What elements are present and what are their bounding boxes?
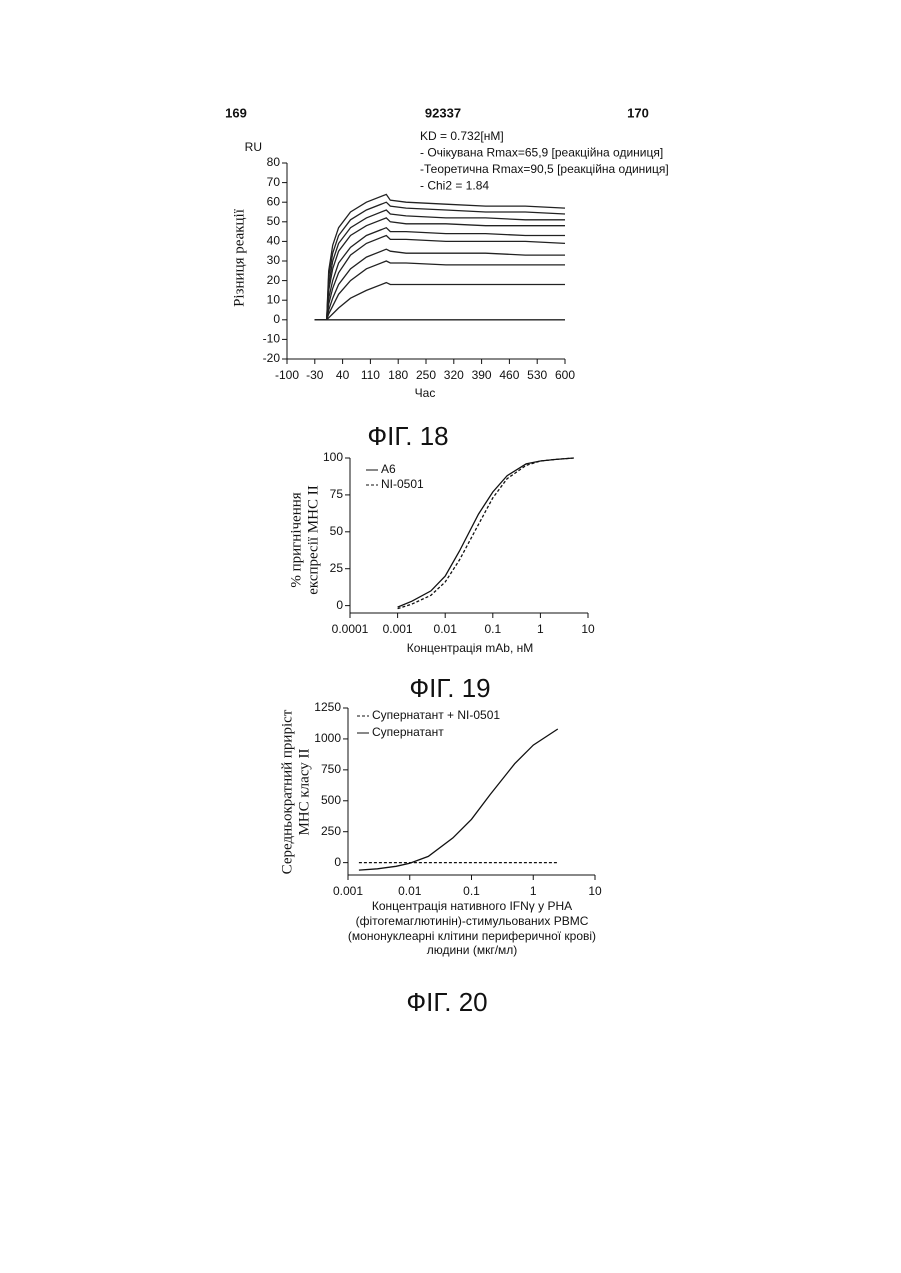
y-axis-label: Середньократний приріст (279, 709, 295, 874)
x-tick-label: 0.1 (463, 884, 480, 898)
annotation: - Очікувана Rmax=65,9 [реакційна одиниця… (420, 146, 663, 160)
y-tick-label: 750 (321, 762, 341, 776)
x-axis-label: (мононуклеарні клітини периферичної кров… (348, 929, 596, 943)
x-tick-label: 110 (361, 368, 380, 382)
y-tick-label: 100 (323, 450, 343, 464)
x-tick-label: 250 (416, 368, 436, 382)
x-tick-label: 530 (527, 368, 547, 382)
series-line (315, 236, 565, 320)
series-line (398, 458, 574, 609)
page-number: 169 (225, 105, 247, 120)
y-tick-label: 50 (267, 214, 281, 228)
series-line (398, 458, 574, 607)
x-axis-label: (фітогемаглютинін)-стимульованих PBMC (356, 914, 589, 928)
y-axis-label: експресії МНС ІІ (305, 485, 321, 594)
series-line (315, 261, 565, 320)
x-tick-label: 0.0001 (332, 622, 369, 636)
x-tick-label: 460 (499, 368, 519, 382)
x-tick-label: 0.001 (333, 884, 363, 898)
x-tick-label: 10 (588, 884, 602, 898)
y-tick-label: 40 (267, 234, 281, 248)
y-tick-label: 60 (267, 194, 281, 208)
y-tick-label: 20 (267, 273, 281, 287)
x-tick-label: 320 (444, 368, 464, 382)
x-axis-label: Час (415, 386, 436, 400)
patent-number: 92337 (425, 105, 461, 120)
series-line (359, 729, 558, 870)
x-tick-label: 600 (555, 368, 575, 382)
page: 169 92337 170 -20-1001020304050607080-10… (0, 0, 901, 1273)
x-tick-label: 390 (472, 368, 492, 382)
y-tick-label: 500 (321, 793, 341, 807)
x-tick-label: 0.1 (484, 622, 501, 636)
y-tick-label: 10 (267, 292, 281, 306)
y-unit: RU (245, 140, 262, 154)
y-tick-label: 1250 (314, 700, 341, 714)
y-tick-label: -20 (263, 351, 281, 365)
x-tick-label: 10 (581, 622, 595, 636)
y-tick-label: 1000 (314, 731, 341, 745)
x-axis-label: Концентрація нативного IFNγ у PHA (372, 899, 572, 913)
y-tick-label: 75 (330, 487, 344, 501)
annotation: KD = 0.732[нМ] (420, 129, 504, 143)
y-tick-label: 50 (330, 524, 344, 538)
x-tick-label: 1 (537, 622, 544, 636)
series-line (315, 283, 565, 320)
y-tick-label: 250 (321, 824, 341, 838)
legend-label: Супернатант (372, 725, 444, 739)
x-tick-label: 0.01 (434, 622, 458, 636)
y-tick-label: 80 (267, 155, 281, 169)
annotation: - Chi2 = 1.84 (420, 179, 489, 193)
legend-label: A6 (381, 462, 396, 476)
y-tick-label: 70 (267, 175, 281, 189)
y-tick-label: -10 (263, 332, 281, 346)
x-tick-label: -30 (306, 368, 324, 382)
y-tick-label: 0 (273, 312, 280, 326)
figure-caption: ФІГ. 18 (367, 421, 448, 451)
page-number: 170 (627, 105, 649, 120)
y-tick-label: 0 (336, 598, 343, 612)
x-tick-label: -100 (275, 368, 299, 382)
x-axis-label: людини (мкг/мл) (427, 943, 518, 957)
x-axis-label: Концентрація mAb, нМ (407, 641, 534, 655)
x-tick-label: 180 (388, 368, 408, 382)
legend-label: NI-0501 (381, 477, 424, 491)
y-tick-label: 25 (330, 561, 344, 575)
y-axis-label: % пригнічення (288, 492, 304, 587)
y-tick-label: 30 (267, 253, 281, 267)
x-tick-label: 40 (336, 368, 350, 382)
annotation: -Теоретична Rmax=90,5 [реакційна одиниця… (420, 162, 669, 176)
figure-caption: ФІГ. 20 (406, 987, 487, 1017)
x-tick-label: 1 (530, 884, 537, 898)
x-tick-label: 0.001 (383, 622, 413, 636)
series-line (315, 194, 565, 319)
x-tick-label: 0.01 (398, 884, 422, 898)
y-axis-label: МНС класу ІІ (296, 748, 312, 835)
legend-label: Супернатант + NI-0501 (372, 708, 500, 722)
figure-caption: ФІГ. 19 (409, 673, 490, 703)
y-axis-label: Різниця реакції (231, 208, 247, 307)
y-tick-label: 0 (334, 855, 341, 869)
